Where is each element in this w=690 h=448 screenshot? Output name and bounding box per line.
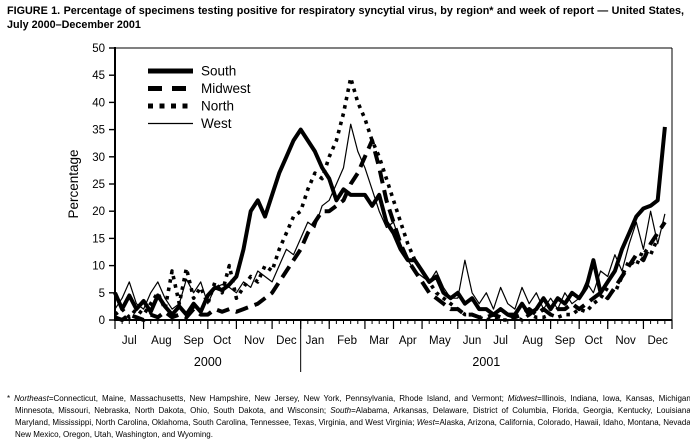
x-month-label: Sep [183,335,203,347]
y-tick-label: 10 [92,261,105,273]
x-month-label: Oct [585,335,604,347]
legend-label-west: West [201,116,232,131]
y-tick-label: 30 [92,152,105,164]
x-month-label: Mar [369,335,389,347]
footnote-segment: * [7,394,15,403]
x-month-label: Dec [276,335,297,347]
legend-label-midwest: Midwest [201,81,251,96]
figure-title: FIGURE 1. Percentage of specimens testin… [7,5,684,31]
footnote-segment: =Connecticut, Maine, Massachusetts, New … [48,394,508,403]
rsv-line-chart: 0 5 10 15 20 25 30 35 40 45 50 Percentage Jul Aug Sep O… [66,43,673,372]
y-tick-label: 45 [92,70,105,82]
y-tick-label: 5 [99,288,105,300]
legend: South Midwest North West [148,64,251,131]
y-tick-label: 20 [92,206,105,218]
footnote-segment: =Illinois, Indiana, Iowa, Kansas, Michig… [15,394,690,416]
footnote-region-term: Northeast [14,394,49,403]
x-month-label: Jan [306,335,325,347]
series-line-south [113,126,667,317]
x-month-label: Aug [523,335,543,347]
x-month-label: Jul [122,335,137,347]
x-month-label: Jul [493,335,508,347]
x-month-label: Jun [463,335,482,347]
x-year-label: 2001 [472,355,500,369]
y-tick-label: 0 [99,315,105,327]
legend-label-south: South [201,64,236,79]
footnote-region-term: Midwest [507,394,538,403]
y-tick-label: 15 [92,233,105,245]
x-month-label: Nov [244,335,265,347]
x-month-label: Oct [213,335,232,347]
y-tick-label: 50 [92,43,105,55]
x-month-label: Nov [615,335,636,347]
footnote-region-term: West [416,418,435,428]
x-year-label: 2000 [194,355,222,369]
footnote-region-term: South [330,406,352,416]
x-month-label: Aug [151,335,171,347]
legend-label-north: North [201,99,234,114]
x-month-label: Sep [555,335,575,347]
y-tick-label: 25 [92,179,105,191]
x-month-label: Apr [399,335,417,347]
footnote-segment: =Alaska, Arizona, California, Colorado, … [15,418,690,440]
series-line-midwest [114,138,667,322]
y-tick-label: 40 [92,97,105,109]
y-axis-title: Percentage [66,149,81,218]
footnote-text: * Northeast=Connecticut, Maine, Massachu… [7,393,690,442]
x-month-label: Dec [647,335,668,347]
x-month-label: Feb [337,335,357,347]
y-tick-label: 35 [92,125,105,137]
footnote-segment: =Alabama, Arkansas, Delaware, District o… [15,406,690,428]
x-month-label: May [429,335,451,347]
